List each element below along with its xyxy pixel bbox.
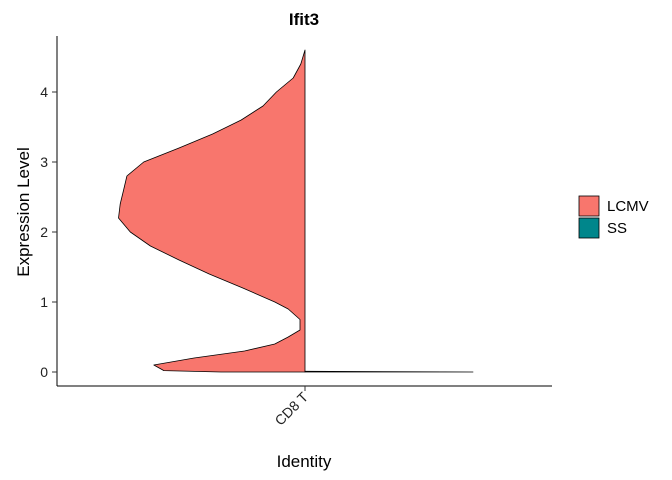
y-tick-label: 2: [40, 224, 48, 240]
violin-ss: [304, 370, 474, 373]
y-axis-title: Expression Level: [14, 147, 33, 276]
legend-key-lcmv: [578, 195, 600, 217]
chart-title: Ifit3: [289, 10, 319, 29]
x-axis-title: Identity: [277, 452, 332, 471]
legend-label-lcmv: LCMV: [607, 198, 649, 215]
y-tick-label: 4: [40, 84, 48, 100]
y-ticks: 0 1 2 3 4: [40, 84, 57, 380]
violin-layer: [118, 49, 474, 373]
x-tick-label: CD8 T: [271, 388, 311, 428]
y-tick-label: 0: [40, 364, 48, 380]
x-ticks: CD8 T: [271, 386, 311, 429]
legend-label-ss: SS: [607, 220, 627, 237]
violin-lcmv: [118, 49, 306, 373]
legend: LCMV SS: [578, 195, 649, 239]
y-tick-label: 1: [40, 294, 48, 310]
legend-key-ss: [578, 217, 600, 239]
y-tick-label: 3: [40, 154, 48, 170]
